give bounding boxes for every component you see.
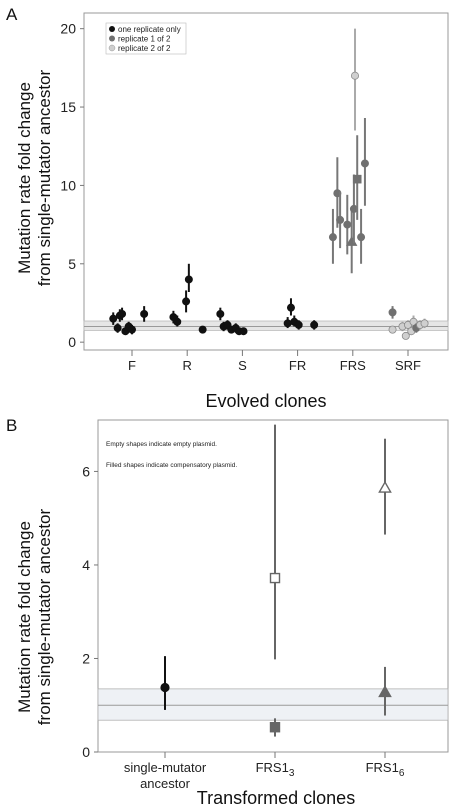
- panel-a-point: [388, 308, 397, 317]
- legend-marker-replicate-2: [108, 44, 116, 52]
- panel-b-xlabel: Transformed clones: [197, 788, 355, 808]
- panel-b-ytick-label: 4: [82, 557, 90, 573]
- panel-a-point: [283, 319, 292, 328]
- panel-a-point: [109, 314, 118, 323]
- panel-a-legend: one replicate only replicate 1 of 2 repl…: [105, 22, 187, 55]
- legend-label-replicate-2: replicate 2 of 2: [118, 44, 171, 53]
- panel-b-data-points: [160, 424, 392, 737]
- panel-b-point: [269, 722, 281, 733]
- legend-box: [105, 22, 187, 55]
- panel-b-ancestor-band: [97, 688, 449, 721]
- panel-a-xtick-label: F: [128, 358, 136, 373]
- panel-a-point: [140, 309, 149, 318]
- panel-a-xtick-label: SRF: [395, 358, 421, 373]
- panel-a-point: [239, 327, 248, 336]
- panel-a-ytick-label: 15: [60, 99, 76, 115]
- legend-label-one-replicate: one replicate only: [118, 25, 181, 34]
- panel-a-point: [420, 319, 429, 328]
- panel-b-point: [378, 480, 392, 493]
- panel-b: B Mutation rate fold change from single-…: [6, 416, 449, 808]
- panel-a-x-axis: F R S FR FRS SRF: [128, 350, 421, 373]
- panel-a-point: [184, 275, 193, 284]
- panel-a-point: [198, 325, 207, 334]
- panel-a-point: [388, 325, 397, 334]
- panel-a-ylabel-line2: from single-mutator ancestor: [35, 69, 54, 286]
- panel-a-point: [357, 233, 366, 242]
- panel-a: A Mutation rate fold change from single-…: [6, 5, 449, 411]
- panel-a-xtick-label: R: [183, 358, 192, 373]
- panel-b-xtick-label: ancestor: [140, 776, 191, 791]
- panel-a-point: [216, 309, 225, 318]
- panel-a-point: [401, 331, 410, 340]
- panel-a-ytick-label: 10: [60, 177, 76, 193]
- panel-a-xtick-label: S: [238, 358, 247, 373]
- legend-marker-replicate-1: [109, 35, 115, 42]
- panel-a-point: [351, 71, 360, 80]
- panel-a-point: [294, 320, 303, 329]
- panel-a-plot-frame: [83, 12, 449, 351]
- panel-a-xlabel: Evolved clones: [205, 391, 326, 411]
- panel-a-ytick-label: 20: [60, 21, 76, 37]
- panel-b-point: [160, 682, 170, 693]
- panel-letter-a: A: [6, 5, 18, 24]
- panel-b-ylabel: Mutation rate fold change from single-mu…: [15, 508, 54, 725]
- panel-b-note-filled: Filled shapes indicate compensatory plas…: [106, 462, 237, 469]
- panel-a-point: [127, 325, 136, 334]
- panel-b-ytick-label: 6: [82, 463, 90, 479]
- panel-b-note-empty: Empty shapes indicate empty plasmid.: [106, 441, 217, 448]
- panel-a-point: [310, 320, 319, 329]
- panel-a-point: [113, 324, 122, 333]
- panel-b-ytick-label: 2: [82, 650, 90, 666]
- panel-a-xtick-label: FRS: [340, 358, 366, 373]
- panel-b-xtick-label: single-mutator: [124, 760, 207, 775]
- panel-a-ytick-label: 5: [68, 256, 76, 272]
- legend-marker-one-replicate: [109, 26, 115, 32]
- panel-a-ylabel: Mutation rate fold change from single-mu…: [15, 69, 54, 286]
- panel-a-point: [286, 303, 295, 312]
- panel-b-plot-frame: [97, 419, 449, 753]
- panel-a-point: [352, 174, 362, 184]
- panel-b-ytick-label: 0: [82, 744, 90, 760]
- legend-label-replicate-1: replicate 1 of 2: [118, 35, 171, 44]
- panel-b-xtick-label: FRS16: [366, 760, 405, 779]
- panel-b-ylabel-line1: Mutation rate fold change: [15, 521, 34, 713]
- panel-a-ytick-label: 0: [68, 334, 76, 350]
- panel-a-point: [343, 220, 352, 229]
- panel-a-point: [328, 233, 337, 242]
- panel-a-point: [360, 159, 369, 168]
- panel-a-point: [173, 317, 182, 326]
- panel-a-point: [182, 297, 191, 306]
- panel-b-point: [269, 572, 281, 584]
- panel-a-data-points: [109, 28, 429, 340]
- panel-b-xtick-label: FRS13: [256, 760, 295, 779]
- panel-b-y-axis: 0 2 4 6: [82, 463, 98, 760]
- panel-a-point: [336, 215, 345, 224]
- panel-b-ylabel-line2: from single-mutator ancestor: [35, 508, 54, 725]
- panel-a-point: [118, 309, 127, 318]
- panel-a-ancestor-band: [83, 320, 449, 331]
- panel-a-y-axis: 0 5 10 15 20: [60, 21, 84, 350]
- panel-b-point: [378, 685, 392, 698]
- panel-a-xtick-label: FR: [289, 358, 306, 373]
- panel-a-ylabel-line1: Mutation rate fold change: [15, 82, 34, 274]
- panel-letter-b: B: [6, 416, 17, 435]
